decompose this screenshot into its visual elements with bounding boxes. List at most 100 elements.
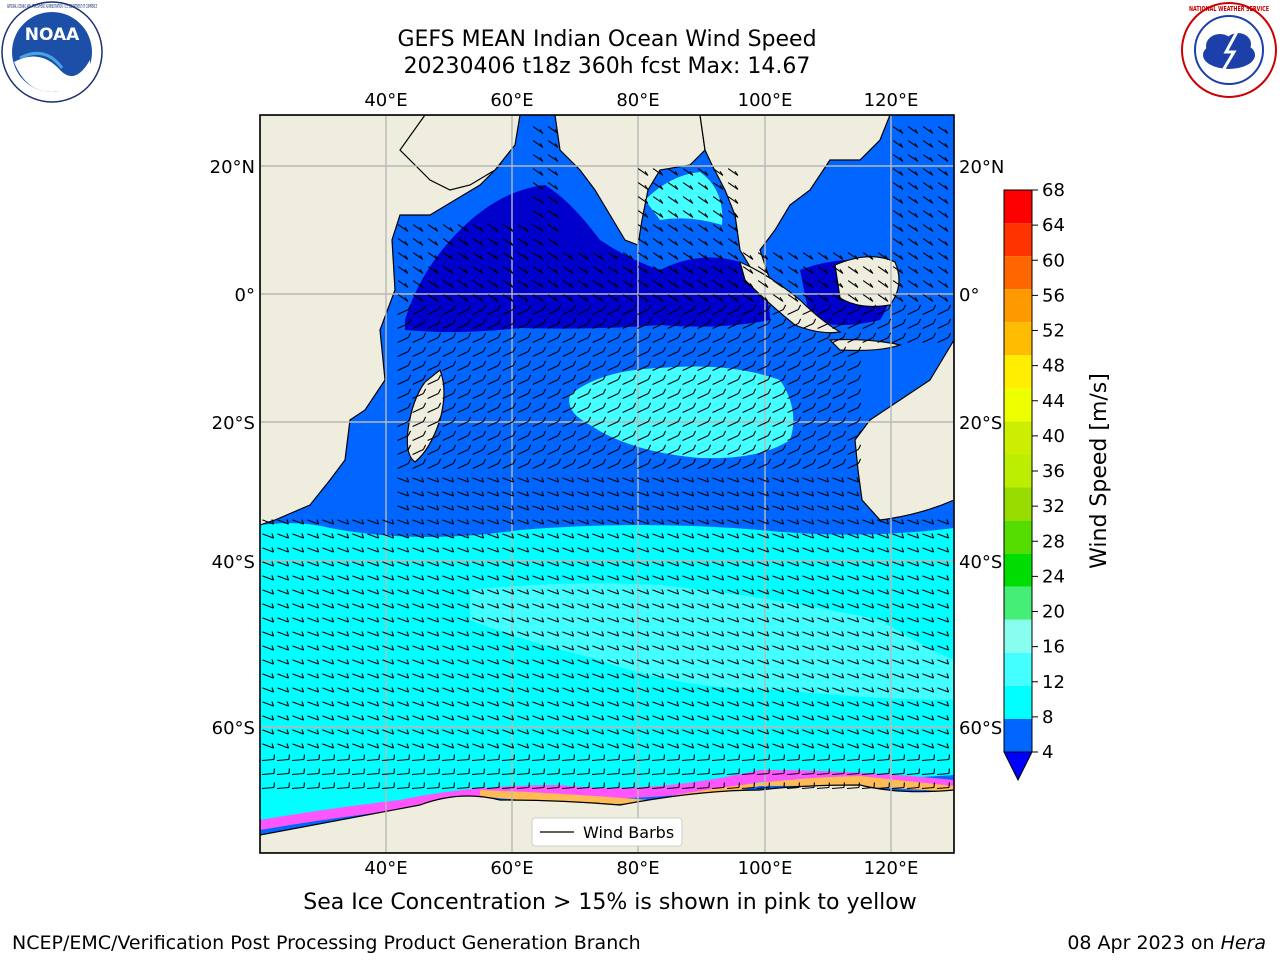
wind-barb-flag [646, 491, 650, 497]
wind-barb-staff [922, 701, 934, 707]
wind-barb-flag [511, 547, 515, 553]
wind-barb-flag [346, 631, 350, 637]
wind-barb-staff [277, 589, 289, 595]
wind-barb-staff [757, 449, 769, 455]
wind-barb-staff [502, 238, 514, 246]
wind-barb-flag [434, 254, 439, 260]
wind-barb-staff [547, 182, 559, 190]
wind-barb-staff [382, 617, 394, 623]
wind-barb-flag [857, 430, 862, 436]
wind-barb-flag [841, 729, 845, 735]
wind-barb-staff [727, 379, 739, 385]
wind-barb-flag [391, 701, 395, 707]
wind-barb-staff [667, 533, 679, 539]
wind-barb-staff [802, 309, 814, 315]
wind-barb-flag [346, 589, 350, 595]
wind-barb-flag [557, 444, 562, 450]
wind-barb-flag [782, 444, 787, 450]
wind-barb-staff [726, 786, 740, 790]
wind-barb-flag [539, 282, 544, 288]
wind-barb-flag [736, 673, 740, 679]
wind-barb-staff [442, 617, 454, 623]
wind-barb-staff [487, 309, 499, 315]
wind-barb-staff [427, 280, 439, 288]
wind-barb-flag [587, 402, 592, 408]
wind-barb-staff [457, 266, 469, 274]
wind-barb-staff [427, 533, 439, 539]
wind-barb-staff [442, 309, 454, 315]
wind-barb-staff [412, 575, 424, 581]
wind-barb-staff [607, 477, 619, 483]
wind-barb-flag [946, 589, 950, 595]
wind-barb-staff [622, 533, 634, 539]
wind-barb-flag [466, 631, 470, 637]
wind-barb-staff [412, 519, 424, 525]
colorbar-under-arrow [1003, 751, 1033, 782]
wind-barb-flag [947, 318, 952, 324]
wind-barb-staff [442, 337, 454, 343]
wind-barb-staff [787, 280, 799, 288]
wind-barb-flag [826, 617, 830, 623]
wind-barb-staff [322, 645, 334, 651]
wind-barb-staff [727, 477, 739, 483]
wind-barb-flag [899, 142, 904, 148]
wind-barb-flag [467, 458, 472, 464]
wind-barb-staff [712, 701, 724, 707]
wind-barb-flag [541, 561, 545, 567]
wind-barb-flag [646, 561, 650, 567]
wind-barb-flag [421, 673, 425, 679]
wind-barb-flag [391, 631, 395, 637]
wind-barb-flag [691, 575, 695, 581]
wind-barb-flag [271, 603, 275, 609]
wind-barb-flag [886, 575, 890, 581]
wind-barb-staff [772, 687, 784, 693]
wind-barb-staff [397, 323, 409, 329]
wind-barb-flag [796, 533, 800, 539]
wind-barb-staff [742, 294, 754, 302]
wind-barb-staff [322, 729, 334, 735]
wind-barb-flag [916, 519, 920, 525]
wind-barb-flag [887, 332, 892, 338]
wind-barb-flag [647, 332, 652, 338]
wind-barb-flag [511, 715, 515, 721]
wind-barb-staff [547, 701, 559, 707]
wind-barb-staff [427, 266, 439, 274]
wind-barb-flag [616, 589, 620, 595]
wind-barb-flag [451, 743, 455, 749]
wind-barb-flag [316, 659, 320, 665]
wind-barb-flag [436, 477, 440, 483]
wind-barb-flag [691, 729, 695, 735]
wind-barb-flag [421, 631, 425, 637]
wind-barb-staff [607, 715, 619, 721]
wind-barb-staff [502, 631, 514, 637]
wind-barb-staff [757, 589, 769, 595]
wind-barb-staff [487, 645, 499, 651]
wind-barb-staff [712, 210, 724, 218]
wind-barb-staff [652, 196, 664, 204]
wind-barb-staff [397, 238, 409, 246]
wind-barb-staff [592, 421, 604, 427]
wind-barb-flag [944, 254, 949, 260]
wind-barb-staff [742, 743, 754, 749]
wind-barb-flag [721, 491, 725, 497]
wind-barb-staff [682, 561, 694, 567]
wind-barb-staff [517, 519, 529, 525]
wind-barb-staff [787, 729, 799, 735]
wind-barb-staff [397, 715, 409, 721]
wind-barb-flag [721, 561, 725, 567]
wind-barb-flag [857, 402, 862, 408]
wind-barb-staff [562, 365, 574, 371]
wind-barb-flag [361, 547, 365, 553]
wind-barb-staff [607, 659, 619, 665]
wind-barb-flag [751, 687, 755, 693]
wind-barb-staff [531, 772, 545, 776]
wind-barb-flag [554, 198, 559, 204]
wind-barb-staff [337, 589, 349, 595]
wind-barb-flag [662, 458, 667, 464]
wind-barb-flag [479, 226, 484, 232]
wind-barb-staff [292, 687, 304, 693]
wind-barb-flag [646, 533, 650, 539]
wind-barb-flag [437, 346, 442, 352]
wind-barb-staff [787, 505, 799, 511]
wind-barb-staff [667, 421, 679, 427]
